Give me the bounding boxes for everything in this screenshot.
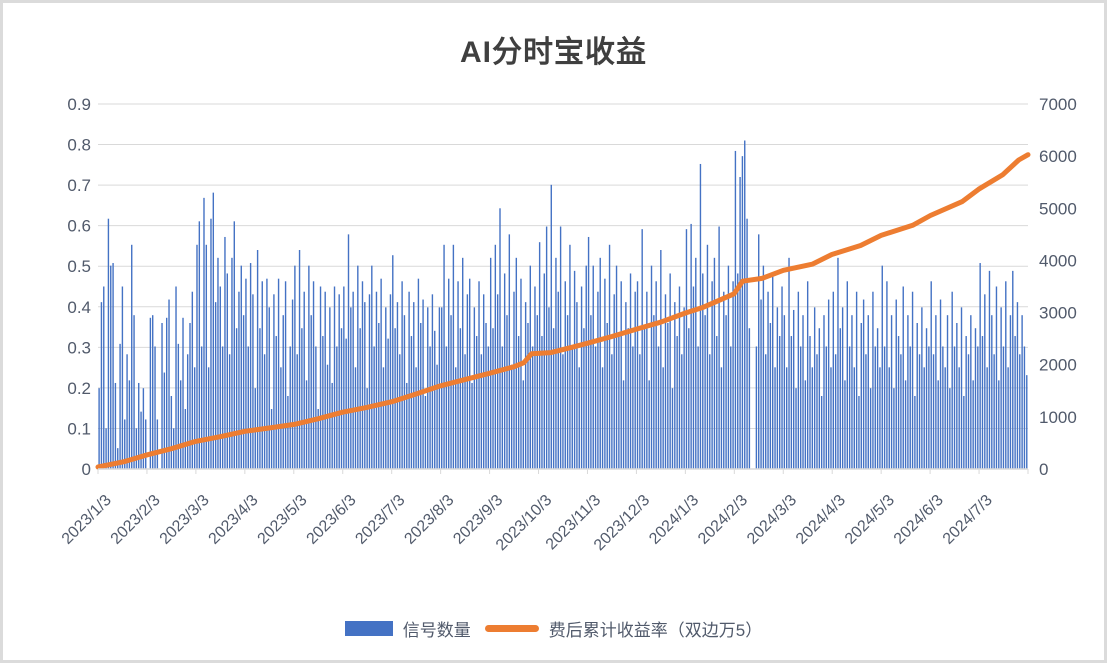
bar-series-swatch-icon (344, 620, 393, 636)
legend-label-cumulative-return: 费后累计收益率（双边万5） (548, 620, 763, 640)
y-right-tick-label: 6000 (1039, 147, 1077, 166)
y-axis-right-labels: 0 1000 2000 3000 4000 5000 6000 7000 (1039, 95, 1077, 479)
x-axis (97, 468, 1029, 474)
y-left-tick-label: 0.4 (67, 298, 91, 317)
y-left-tick-label: 0.3 (67, 338, 91, 357)
line-series-swatch-icon (484, 624, 539, 632)
y-left-tick-label: 0.6 (67, 217, 91, 236)
x-axis-tick-label: 2024/6/3 (891, 492, 947, 548)
y-right-tick-label: 3000 (1039, 304, 1077, 323)
y-right-tick-label: 5000 (1039, 199, 1077, 218)
x-axis-tick-label: 2023/2/3 (108, 492, 164, 548)
y-right-tick-label: 0 (1039, 460, 1048, 479)
x-axis-tick-label: 2023/4/3 (206, 492, 262, 548)
x-axis-tick-label: 2024/2/3 (695, 492, 751, 548)
y-left-tick-label: 0.1 (67, 419, 91, 438)
x-axis-tick-label: 2024/1/3 (646, 492, 702, 548)
y-right-tick-label: 1000 (1039, 408, 1077, 427)
x-axis-labels: 2023/1/32023/2/32023/3/32023/4/32023/5/3… (59, 492, 996, 554)
legend-label-signal-count: 信号数量 (402, 620, 471, 640)
x-axis-tick-label: 2023/8/3 (401, 492, 457, 548)
x-axis-tick-label: 2024/4/3 (793, 492, 849, 548)
x-axis-tick-label: 2024/5/3 (842, 492, 898, 548)
y-right-tick-label: 4000 (1039, 251, 1077, 270)
legend: 信号数量 费后累计收益率（双边万5） (3, 606, 1104, 650)
x-axis-tick-label: 2023/7/3 (352, 492, 408, 548)
x-axis-tick-label: 2023/6/3 (304, 492, 360, 548)
x-axis-tick-label: 2023/3/3 (157, 492, 213, 548)
return-line (95, 152, 1031, 470)
y-right-tick-label: 7000 (1039, 95, 1077, 114)
x-axis-tick-label: 2023/1/3 (59, 492, 115, 548)
y-left-tick-label: 0 (82, 460, 91, 479)
y-axis-left-labels: 0 0.1 0.2 0.3 0.4 0.5 0.6 0.7 0.8 0.9 (67, 95, 91, 479)
y-left-tick-label: 0.2 (67, 379, 91, 398)
y-left-tick-label: 0.9 (67, 95, 91, 114)
y-left-tick-label: 0.7 (67, 176, 91, 195)
y-left-tick-label: 0.8 (67, 136, 91, 155)
bars-series (98, 140, 1028, 470)
x-axis-tick-label: 2024/7/3 (940, 492, 996, 548)
plot-area: 2023/1/32023/2/32023/3/32023/4/32023/5/3… (59, 95, 1077, 554)
y-left-tick-label: 0.5 (67, 257, 91, 276)
y-right-tick-label: 2000 (1039, 356, 1077, 375)
chart-title: AI分时宝收益 (460, 36, 647, 69)
legend-item-signal-count: 信号数量 (344, 616, 471, 641)
x-axis-tick-label: 2023/5/3 (255, 492, 311, 548)
legend-item-cumulative-return: 费后累计收益率（双边万5） (484, 616, 763, 641)
x-axis-tick-label: 2024/3/3 (744, 492, 800, 548)
